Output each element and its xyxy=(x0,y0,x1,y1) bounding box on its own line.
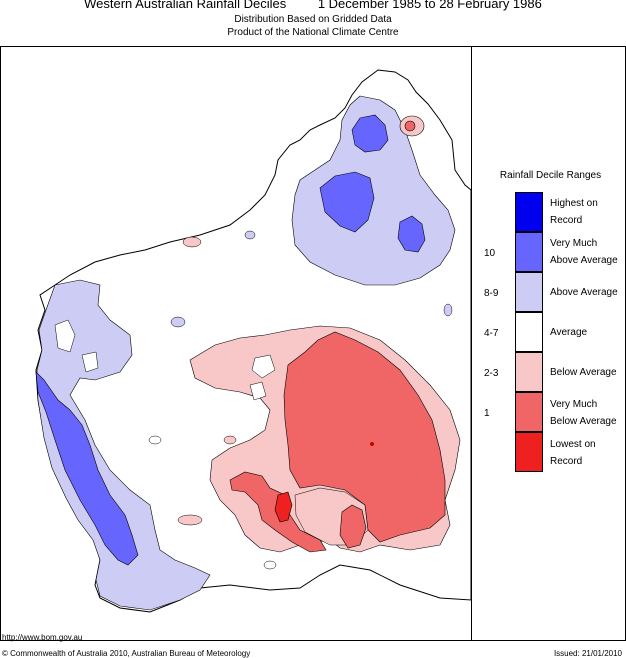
very-much-below-north-spot xyxy=(404,120,416,132)
legend-decile-1: 1 xyxy=(484,408,490,419)
legend-decile-10: 10 xyxy=(484,248,496,259)
map-title: Western Australian Rainfall Deciles 1 De… xyxy=(0,0,626,11)
period-text: 1 December 1985 to 28 February 1986 xyxy=(317,0,542,11)
legend-decile-8-9: 8-9 xyxy=(484,288,499,299)
footer-url[interactable]: http://www.bom.gov.au xyxy=(2,633,83,642)
legend-label-above: Above Average xyxy=(550,287,618,298)
above-average-blob-3 xyxy=(443,303,453,317)
legend-title: Rainfall Decile Ranges xyxy=(499,170,602,181)
lowest-on-record-patch xyxy=(274,491,293,523)
issued-date: Issued: 21/01/2010 xyxy=(553,649,622,658)
above-average-blob-2 xyxy=(244,230,256,240)
legend-decile-4-7: 4-7 xyxy=(484,328,499,339)
legend-swatch-very-much-below xyxy=(515,392,543,432)
legend-label-below: Below Average xyxy=(550,367,617,378)
very-much-above-patch-3 xyxy=(397,215,426,253)
subtitle-2: Product of the National Climate Centre xyxy=(227,27,399,38)
legend-label-very-much-above: Very Much Above Average xyxy=(550,238,618,266)
below-average-blob-3 xyxy=(223,435,237,445)
average-blob-2 xyxy=(263,560,277,570)
average-blob-1 xyxy=(148,435,162,445)
footer-copyright: © Commonwealth of Australia 2010, Austra… xyxy=(2,649,251,658)
average-enclave-sw xyxy=(54,319,76,353)
average-enclave-sw-2 xyxy=(81,351,99,373)
legend-label-highest: Highest on Record xyxy=(550,198,598,226)
very-much-above-coast xyxy=(35,371,139,566)
above-average-blob-1 xyxy=(170,316,186,328)
above-average-southwest xyxy=(36,279,211,611)
very-much-below-south-patch xyxy=(339,504,367,549)
legend-divider xyxy=(471,46,472,640)
below-average-blob-2 xyxy=(177,514,203,526)
very-much-below-dot xyxy=(370,442,374,446)
legend-swatch-highest xyxy=(515,192,543,232)
below-average-blob-1 xyxy=(182,236,202,248)
subtitle-1: Distribution Based on Gridded Data xyxy=(234,14,392,25)
legend-label-average: Average xyxy=(550,327,588,338)
very-much-above-patch-1 xyxy=(351,114,389,153)
very-much-below-east xyxy=(283,331,446,543)
legend-swatch-average xyxy=(515,312,543,352)
title-text: Western Australian Rainfall Deciles xyxy=(84,0,287,11)
very-much-above-patch-2 xyxy=(319,171,375,233)
legend-label-very-much-below: Very Much Below Average xyxy=(550,399,617,427)
legend-decile-2-3: 2-3 xyxy=(484,368,499,379)
legend-label-lowest: Lowest on Record xyxy=(550,439,596,467)
legend-swatch-lowest xyxy=(515,432,543,472)
average-enclave-centre-2 xyxy=(249,381,267,401)
legend-swatch-above xyxy=(515,272,543,312)
legend-swatch-below xyxy=(515,352,543,392)
average-enclave-centre xyxy=(251,354,276,379)
legend-swatch-very-much-above xyxy=(515,232,543,272)
